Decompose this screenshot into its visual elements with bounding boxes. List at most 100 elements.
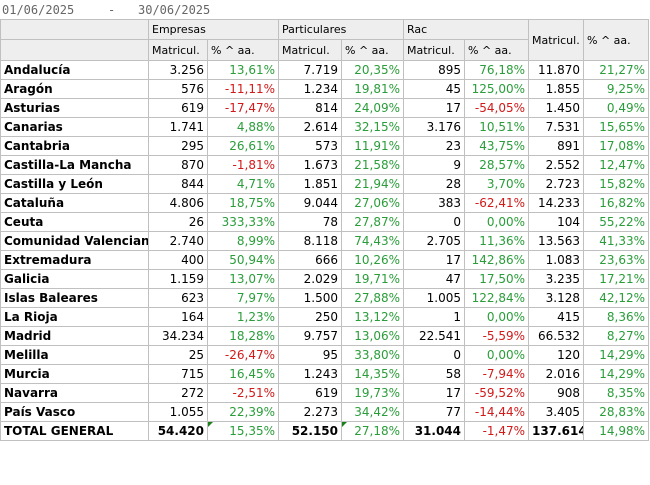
cell-rac-pct: 3,70% bbox=[463, 174, 530, 194]
cell-particulares-pct: 13,12% bbox=[341, 307, 404, 327]
cell-rac-matricul: 17 bbox=[403, 98, 465, 118]
cell-total-matricul: 7.531 bbox=[528, 117, 585, 137]
cell-particulares-matricul: 1.243 bbox=[278, 364, 342, 384]
cell-particulares-pct: 20,35% bbox=[341, 60, 404, 80]
cell-particulares-matricul: 1.500 bbox=[278, 288, 342, 308]
header-particulares-pct: % ^ aa. bbox=[341, 39, 404, 61]
cell-rac-matricul: 28 bbox=[403, 174, 465, 194]
cell-total-pct: 8,35% bbox=[583, 383, 650, 403]
cell-total-matricul: 2.552 bbox=[528, 155, 585, 175]
cell-empresas-pct: 333,33% bbox=[207, 212, 279, 232]
region-name: Comunidad Valenciana bbox=[0, 231, 149, 251]
cell-rac-pct: 43,75% bbox=[463, 136, 530, 156]
cell-total-pct: 0,49% bbox=[583, 98, 650, 118]
cell-total-pct: 15,82% bbox=[583, 174, 650, 194]
date-range-bar: 01/06/2025 - 30/06/2025 bbox=[0, 0, 650, 20]
region-name: Canarias bbox=[0, 117, 149, 137]
cell-rac-pct: -14,44% bbox=[463, 402, 530, 422]
cell-total-matricul: 2.016 bbox=[528, 364, 585, 384]
cell-total-matricul: 3.128 bbox=[528, 288, 585, 308]
cell-particulares-pct: 27,88% bbox=[341, 288, 404, 308]
cell-empresas-matricul: 2.740 bbox=[148, 231, 208, 251]
table-row: Castilla-La Mancha 870 -1,81% 1.673 21,58% 9 2… bbox=[0, 155, 650, 175]
region-name: Islas Baleares bbox=[0, 288, 149, 308]
cell-rac-pct: -59,52% bbox=[463, 383, 530, 403]
region-name: País Vasco bbox=[0, 402, 149, 422]
cell-particulares-matricul: 95 bbox=[278, 345, 342, 365]
cell-particulares-pct: 27,87% bbox=[341, 212, 404, 232]
region-name: Aragón bbox=[0, 79, 149, 99]
cell-total-pct: 55,22% bbox=[583, 212, 650, 232]
table-row: Comunidad Valenciana 2.740 8,99% 8.118 74,43… bbox=[0, 231, 650, 251]
cell-empresas-matricul: 164 bbox=[148, 307, 208, 327]
cell-particulares-matricul: 9.044 bbox=[278, 193, 342, 213]
cell-empresas-pct: -11,11% bbox=[207, 79, 279, 99]
cell-empresas-matricul: 272 bbox=[148, 383, 208, 403]
table-row: Melilla 25 -26,47% 95 33,80% 0 0,00% 120 14,29% bbox=[0, 345, 650, 365]
header-rac-matricul: Matricul. bbox=[403, 39, 465, 61]
cell-rac-pct: -54,05% bbox=[463, 98, 530, 118]
table-row: País Vasco 1.055 22,39% 2.273 34,42% 77 -14,44… bbox=[0, 402, 650, 422]
cell-total-matricul: 11.870 bbox=[528, 60, 585, 80]
cell-empresas-matricul: 844 bbox=[148, 174, 208, 194]
table-row: La Rioja 164 1,23% 250 13,12% 1 0,00% 415 8,36% bbox=[0, 307, 650, 327]
cell-particulares-matricul: 814 bbox=[278, 98, 342, 118]
cell-rac-pct: 142,86% bbox=[463, 250, 530, 270]
cell-rac-matricul: 17 bbox=[403, 383, 465, 403]
region-name: Cantabria bbox=[0, 136, 149, 156]
cell-total-pct: 12,47% bbox=[583, 155, 650, 175]
cell-particulares-pct: 27,18% bbox=[341, 421, 404, 441]
registrations-table: Empresas Particulares Rac Matricul. % ^ … bbox=[0, 19, 650, 441]
cell-rac-pct: -62,41% bbox=[463, 193, 530, 213]
cell-empresas-pct: 8,99% bbox=[207, 231, 279, 251]
cell-particulares-matricul: 2.029 bbox=[278, 269, 342, 289]
cell-particulares-pct: 19,73% bbox=[341, 383, 404, 403]
cell-empresas-pct: 50,94% bbox=[207, 250, 279, 270]
cell-rac-pct: 0,00% bbox=[463, 307, 530, 327]
cell-total-matricul: 3.235 bbox=[528, 269, 585, 289]
cell-rac-pct: 10,51% bbox=[463, 117, 530, 137]
cell-rac-matricul: 23 bbox=[403, 136, 465, 156]
cell-particulares-pct: 34,42% bbox=[341, 402, 404, 422]
header-rac-pct: % ^ aa. bbox=[463, 39, 530, 61]
cell-total-pct: 14,98% bbox=[583, 421, 650, 441]
cell-rac-pct: 28,57% bbox=[463, 155, 530, 175]
cell-total-pct: 15,65% bbox=[583, 117, 650, 137]
cell-total-pct: 8,27% bbox=[583, 326, 650, 346]
date-to: 30/06/2025 bbox=[138, 3, 211, 17]
cell-total-pct: 21,27% bbox=[583, 60, 650, 80]
cell-particulares-matricul: 52.150 bbox=[278, 421, 342, 441]
cell-empresas-pct: 13,07% bbox=[207, 269, 279, 289]
cell-total-matricul: 14.233 bbox=[528, 193, 585, 213]
header-total-matricul: Matricul. bbox=[528, 19, 585, 61]
cell-rac-matricul: 77 bbox=[403, 402, 465, 422]
table-row: Galicia 1.159 13,07% 2.029 19,71% 47 17,50% 3.2… bbox=[0, 269, 650, 289]
cell-empresas-matricul: 1.055 bbox=[148, 402, 208, 422]
cell-rac-pct: -7,94% bbox=[463, 364, 530, 384]
region-name: La Rioja bbox=[0, 307, 149, 327]
cell-particulares-pct: 11,91% bbox=[341, 136, 404, 156]
cell-empresas-pct: 18,28% bbox=[207, 326, 279, 346]
cell-particulares-matricul: 1.851 bbox=[278, 174, 342, 194]
date-from: 01/06/2025 bbox=[2, 3, 75, 17]
cell-total-matricul: 13.563 bbox=[528, 231, 585, 251]
cell-particulares-matricul: 9.757 bbox=[278, 326, 342, 346]
cell-empresas-matricul: 400 bbox=[148, 250, 208, 270]
table-row: Andalucía 3.256 13,61% 7.719 20,35% 895 76,18%… bbox=[0, 60, 650, 80]
cell-empresas-matricul: 715 bbox=[148, 364, 208, 384]
cell-particulares-pct: 21,94% bbox=[341, 174, 404, 194]
cell-empresas-matricul: 54.420 bbox=[148, 421, 208, 441]
table-row: Navarra 272 -2,51% 619 19,73% 17 -59,52% 908 8,3… bbox=[0, 383, 650, 403]
cell-rac-pct: -5,59% bbox=[463, 326, 530, 346]
cell-total-pct: 42,12% bbox=[583, 288, 650, 308]
cell-particulares-matricul: 1.234 bbox=[278, 79, 342, 99]
cell-empresas-matricul: 26 bbox=[148, 212, 208, 232]
cell-particulares-pct: 24,09% bbox=[341, 98, 404, 118]
cell-empresas-pct: 13,61% bbox=[207, 60, 279, 80]
cell-rac-matricul: 383 bbox=[403, 193, 465, 213]
table-row: Asturias 619 -17,47% 814 24,09% 17 -54,05% 1.45… bbox=[0, 98, 650, 118]
cell-empresas-matricul: 1.741 bbox=[148, 117, 208, 137]
cell-particulares-matricul: 619 bbox=[278, 383, 342, 403]
cell-particulares-pct: 19,71% bbox=[341, 269, 404, 289]
cell-rac-matricul: 2.705 bbox=[403, 231, 465, 251]
